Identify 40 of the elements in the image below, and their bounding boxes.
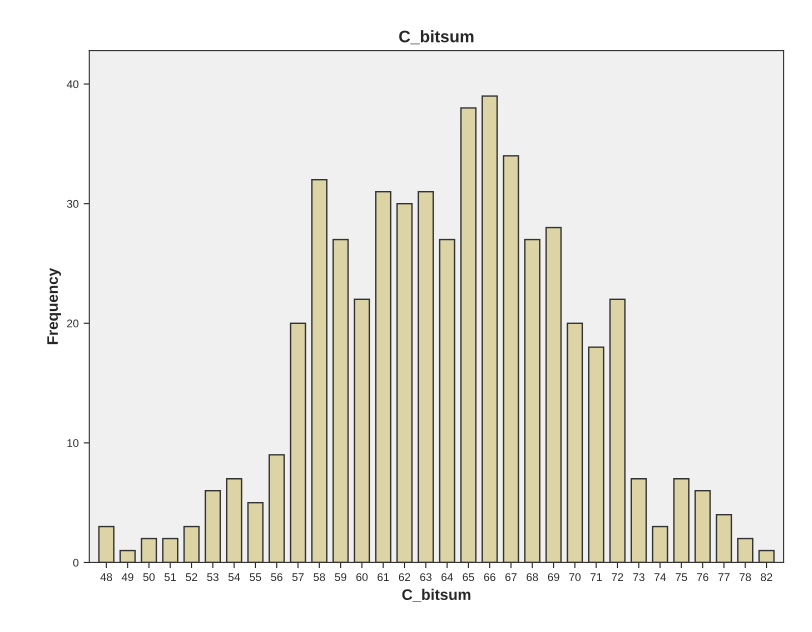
y-tick-label: 30: [66, 200, 78, 208]
x-tick-label: 75: [676, 573, 688, 582]
x-tick-label: 70: [569, 573, 581, 582]
x-tick-label: 66: [484, 573, 496, 582]
x-tick-label: 52: [186, 573, 198, 582]
x-axis-title: C_bitsum: [402, 588, 470, 602]
x-tick-label: 56: [270, 573, 282, 582]
x-tick-label: 64: [441, 573, 453, 582]
x-tick-label: 67: [505, 573, 517, 582]
x-tick-label: 54: [228, 573, 240, 582]
x-tick-label: 58: [314, 573, 326, 582]
x-tick-label: 60: [356, 573, 368, 582]
x-tick-label: 51: [164, 573, 176, 582]
x-tick-label: 50: [143, 573, 155, 582]
x-tick-label: 78: [740, 573, 751, 582]
x-tick-label: 61: [378, 573, 389, 582]
x-tick-label: 74: [654, 573, 666, 581]
y-tick-label: 10: [67, 439, 78, 448]
x-tick-label: 49: [122, 573, 134, 582]
x-tick-label: 68: [526, 573, 538, 582]
y-tick-label: 20: [67, 320, 78, 328]
x-tick-label: 62: [398, 573, 410, 582]
x-tick-label: 57: [292, 573, 304, 582]
x-tick-label: 65: [462, 573, 474, 582]
x-tick-label: 48: [100, 573, 112, 582]
x-tick-label: 71: [590, 573, 602, 581]
x-tick-label: 69: [548, 573, 560, 582]
chart-title: C_bitsum: [399, 30, 474, 44]
x-tick-label: 82: [760, 573, 772, 582]
x-tick-label: 76: [697, 573, 708, 582]
x-tick-label: 63: [420, 573, 432, 582]
x-tick-label: 77: [718, 573, 730, 581]
x-tick-label: 55: [250, 573, 262, 582]
x-tick-label: 72: [612, 573, 624, 581]
x-tick-label: 73: [633, 573, 644, 582]
y-axis-title: Frequency: [47, 268, 61, 344]
x-tick-label: 53: [207, 573, 219, 582]
y-tick-label: 0: [73, 558, 78, 567]
y-tick-label: 40: [66, 80, 78, 88]
x-tick-label: 59: [334, 573, 346, 582]
